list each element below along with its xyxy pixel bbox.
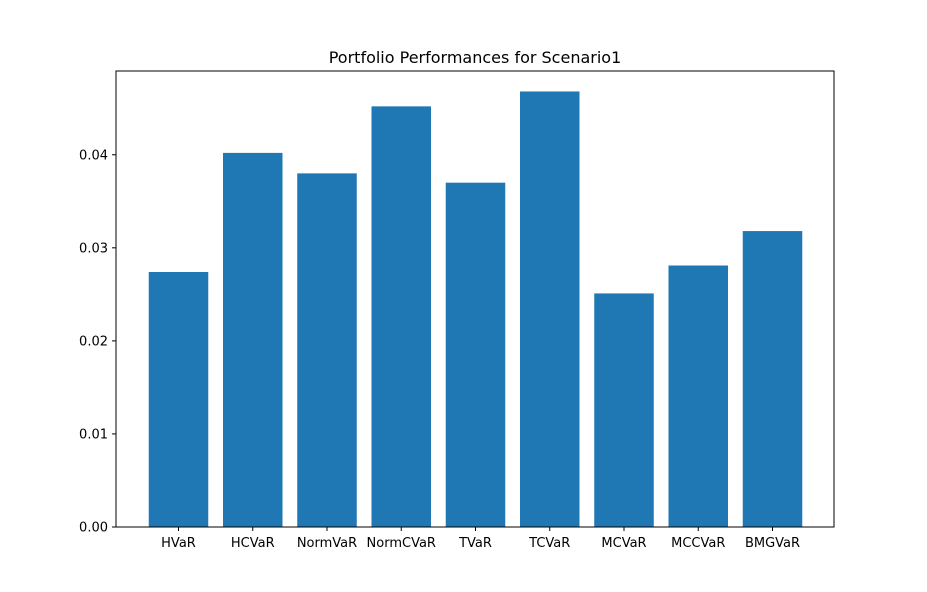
bar-mcvar xyxy=(594,293,654,527)
bar-normvar xyxy=(297,173,357,527)
bar-hcvar xyxy=(223,152,283,528)
y-tick-label: 0.02 xyxy=(79,334,108,349)
y-tick-label: 0.04 xyxy=(79,148,108,163)
x-tick-label: MCCVaR xyxy=(671,536,725,551)
bar-mccvar xyxy=(668,265,728,527)
x-tick-label: MCVaR xyxy=(601,536,646,551)
x-tick-label: TVaR xyxy=(458,536,492,551)
y-tick-label: 0.00 xyxy=(79,521,108,536)
bar-normcvar xyxy=(371,106,431,527)
plot-frame xyxy=(115,70,835,528)
bar-tvar xyxy=(445,182,506,527)
bars-group xyxy=(148,91,803,528)
chart-title: Portfolio Performances for Scenario1 xyxy=(329,48,622,67)
y-tick-label: 0.01 xyxy=(79,427,108,442)
x-tick-label: BMGVaR xyxy=(745,536,800,551)
x-tick-label: HVaR xyxy=(161,536,196,551)
x-tick-label: NormCVaR xyxy=(367,536,436,551)
x-axis: HVaR HCVaR NormVaR NormCVaR TVaR TCVaR MCVaR MC… xyxy=(161,527,800,551)
x-tick-label: NormVaR xyxy=(297,536,357,551)
x-tick-label: TCVaR xyxy=(528,536,570,551)
y-tick-label: 0.03 xyxy=(79,241,108,256)
bar-tcvar xyxy=(520,91,580,527)
bar-bmgvar xyxy=(742,231,803,527)
y-axis: 0.00 0.01 0.02 0.03 0.04 xyxy=(79,148,116,536)
x-tick-label: HCVaR xyxy=(231,536,275,551)
bar-hvar xyxy=(148,272,209,527)
